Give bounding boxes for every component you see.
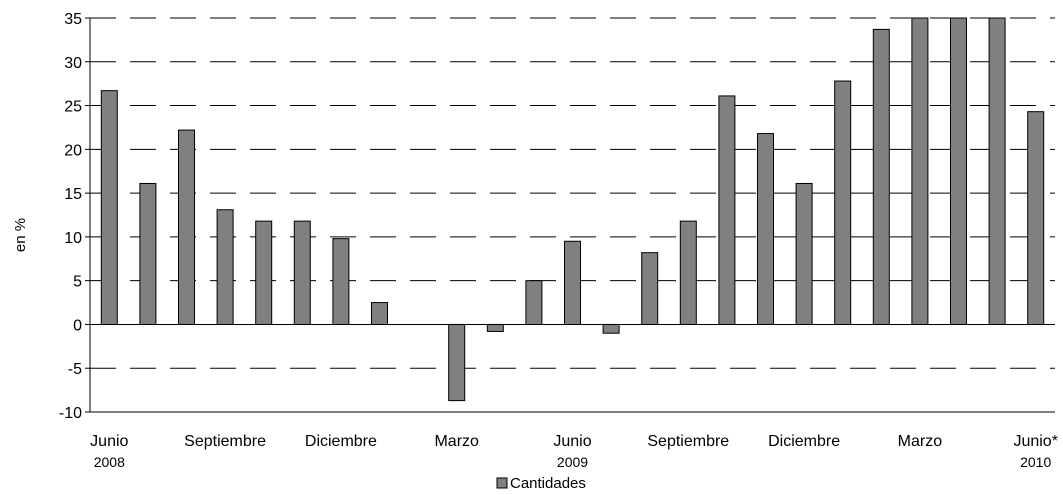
y-tick-label: 15 xyxy=(64,186,82,203)
x-tick-label: Junio* xyxy=(1013,433,1057,450)
bar xyxy=(293,220,311,325)
bar xyxy=(371,302,388,325)
bar xyxy=(872,28,890,325)
y-tick-label: -10 xyxy=(59,405,82,422)
y-tick-label: 20 xyxy=(64,142,82,159)
y-tick-labels: -10 -5 0 5 10 15 20 25 30 35 xyxy=(59,11,90,422)
bar xyxy=(255,220,273,325)
y-tick-label: 35 xyxy=(64,11,82,28)
x-tick-label: Diciembre xyxy=(305,433,377,450)
bar xyxy=(486,323,504,332)
legend-label: Cantidades xyxy=(510,475,586,492)
gridlines xyxy=(90,17,1055,369)
bar xyxy=(757,133,774,325)
bar xyxy=(332,238,350,325)
y-tick-label: 30 xyxy=(64,55,82,72)
y-tick-label: 5 xyxy=(73,274,82,291)
x-tick-year-label: 2009 xyxy=(557,454,588,470)
y-tick-label: 25 xyxy=(64,99,82,116)
bar xyxy=(911,17,929,325)
bar xyxy=(564,240,581,325)
bar xyxy=(100,90,118,325)
x-tick-label: Junio xyxy=(553,433,591,450)
x-tick-labels: Junio 2008 Septiembre Diciembre Marzo Junio 20… xyxy=(90,433,1058,470)
x-tick-year-label: 2008 xyxy=(94,454,125,470)
x-tick-label: Marzo xyxy=(434,433,479,450)
bar xyxy=(216,209,234,325)
bars xyxy=(100,17,1045,402)
axes xyxy=(89,18,1055,413)
x-tick-year-label: 2010 xyxy=(1020,454,1051,470)
legend: Cantidades xyxy=(496,475,586,492)
bar xyxy=(602,323,620,334)
bar xyxy=(139,182,157,325)
x-tick-label: Septiembre xyxy=(184,433,266,450)
bar xyxy=(795,182,813,325)
bar xyxy=(834,80,852,325)
bar xyxy=(178,129,195,325)
bar xyxy=(448,323,466,402)
bar xyxy=(525,280,543,325)
bar xyxy=(641,252,659,325)
y-axis-title: en % xyxy=(12,218,29,252)
bar xyxy=(679,220,697,325)
bar xyxy=(950,17,967,325)
y-tick-label: 10 xyxy=(64,230,82,247)
y-tick-label: 0 xyxy=(73,317,82,334)
legend-swatch xyxy=(496,477,508,489)
x-tick-label: Septiembre xyxy=(647,433,729,450)
bar xyxy=(988,17,1006,325)
x-tick-label: Diciembre xyxy=(768,433,840,450)
y-tick-label: -5 xyxy=(68,361,82,378)
x-tick-label: Junio xyxy=(90,433,128,450)
bar xyxy=(1027,111,1045,325)
bar xyxy=(718,95,736,325)
x-tick-label: Marzo xyxy=(898,433,943,450)
